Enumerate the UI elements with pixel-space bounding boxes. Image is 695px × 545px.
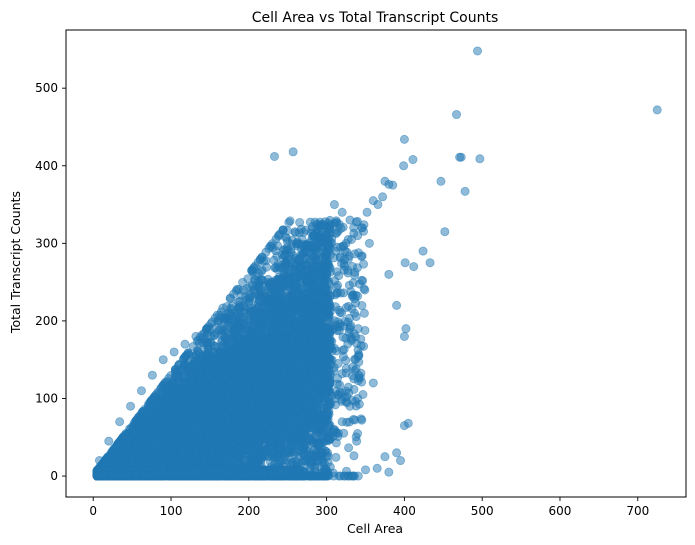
- scatter-point: [353, 429, 363, 439]
- scatter-point: [359, 308, 369, 318]
- scatter-points: [92, 46, 662, 481]
- chart-title: Cell Area vs Total Transcript Counts: [252, 10, 499, 26]
- scatter-point: [352, 436, 362, 446]
- scatter-point: [331, 452, 341, 462]
